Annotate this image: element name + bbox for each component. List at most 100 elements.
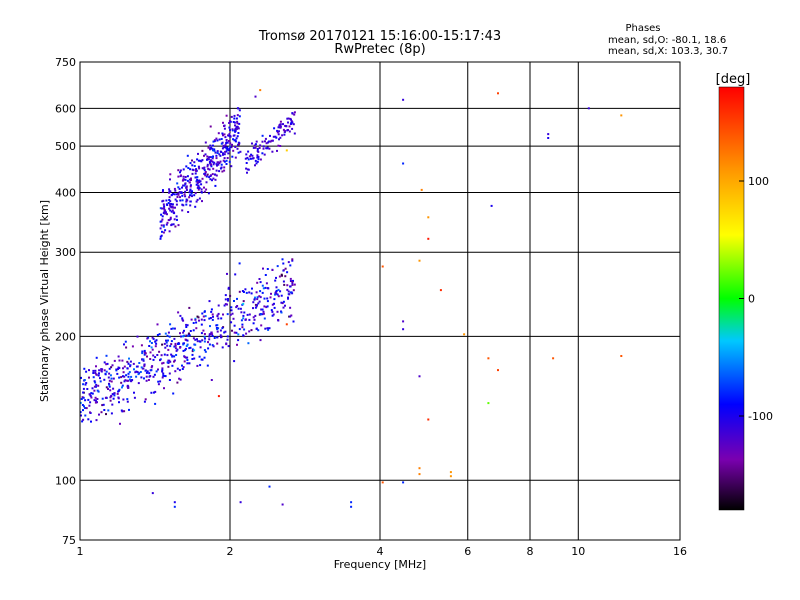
data-point	[123, 375, 126, 378]
data-point	[167, 365, 170, 368]
data-point	[157, 383, 160, 386]
data-point	[154, 340, 157, 343]
data-point	[93, 385, 96, 388]
data-point	[110, 377, 113, 380]
data-point	[279, 124, 282, 127]
data-point	[100, 411, 103, 414]
data-point	[291, 281, 294, 283]
data-point	[261, 313, 264, 316]
data-point	[174, 370, 177, 373]
data-point	[279, 126, 282, 129]
data-point	[184, 195, 187, 198]
data-point	[173, 212, 176, 215]
data-point	[124, 379, 127, 382]
data-point	[117, 397, 120, 400]
data-point	[262, 145, 265, 148]
data-point	[223, 133, 226, 136]
data-point	[183, 193, 186, 196]
data-point	[238, 109, 241, 112]
data-point	[184, 182, 187, 185]
data-point	[289, 280, 292, 282]
data-point	[223, 125, 225, 127]
data-point	[350, 505, 353, 508]
data-point	[189, 168, 192, 171]
data-point	[225, 159, 228, 162]
data-point	[262, 287, 265, 290]
data-point	[102, 403, 105, 406]
data-point	[497, 369, 499, 372]
data-point	[91, 387, 94, 390]
data-point	[109, 374, 112, 377]
data-point	[174, 206, 176, 209]
data-point	[289, 315, 292, 318]
data-point	[186, 362, 189, 365]
data-point	[402, 320, 405, 323]
data-point	[97, 390, 100, 393]
data-point	[185, 339, 188, 341]
data-point	[212, 140, 215, 143]
data-point	[257, 158, 260, 161]
data-point	[218, 170, 221, 173]
data-point	[117, 368, 119, 370]
data-point	[194, 176, 197, 179]
data-point	[183, 184, 186, 187]
data-point	[254, 306, 257, 309]
data-point	[215, 154, 218, 157]
data-point	[111, 403, 114, 406]
data-point	[200, 358, 203, 361]
data-point	[188, 332, 190, 335]
data-point	[463, 333, 466, 336]
data-point	[268, 485, 271, 488]
data-point	[142, 358, 145, 361]
data-point	[108, 385, 111, 388]
data-point	[143, 377, 145, 380]
data-point	[148, 372, 151, 375]
data-point	[90, 392, 93, 395]
data-point	[216, 139, 219, 142]
data-point	[104, 373, 107, 376]
data-point	[206, 165, 209, 168]
data-point	[225, 147, 228, 150]
data-point	[176, 348, 179, 351]
data-point	[92, 376, 95, 379]
data-point	[271, 139, 274, 142]
data-point	[219, 334, 222, 337]
data-point	[85, 407, 88, 410]
data-point	[163, 342, 166, 345]
data-point	[278, 138, 280, 141]
data-point	[273, 302, 275, 305]
data-point	[221, 132, 224, 135]
data-point	[108, 382, 110, 385]
data-point	[286, 117, 289, 120]
data-point	[81, 404, 84, 406]
data-point	[154, 345, 157, 348]
data-point	[173, 218, 176, 221]
data-point	[165, 203, 168, 206]
data-point	[136, 335, 139, 338]
data-point	[218, 153, 221, 156]
data-point	[222, 153, 224, 156]
data-point	[127, 372, 130, 375]
data-point	[115, 368, 118, 371]
data-point	[204, 153, 207, 156]
data-point	[211, 344, 214, 347]
data-point	[211, 335, 214, 337]
data-point	[192, 329, 195, 332]
x-tick-label: 8	[527, 545, 534, 558]
data-point	[85, 382, 88, 384]
data-point	[235, 306, 238, 309]
data-point	[227, 287, 230, 290]
data-point	[207, 341, 209, 344]
data-point	[119, 422, 121, 425]
data-point	[490, 204, 493, 207]
data-point	[186, 179, 189, 182]
data-point	[263, 153, 266, 156]
data-point	[224, 330, 227, 333]
data-point	[275, 286, 278, 289]
data-point	[254, 164, 256, 167]
x-axis-label: Frequency [MHz]	[334, 558, 426, 571]
data-point	[250, 153, 253, 156]
data-point	[161, 190, 164, 193]
data-point	[225, 163, 228, 165]
data-point	[256, 304, 258, 307]
